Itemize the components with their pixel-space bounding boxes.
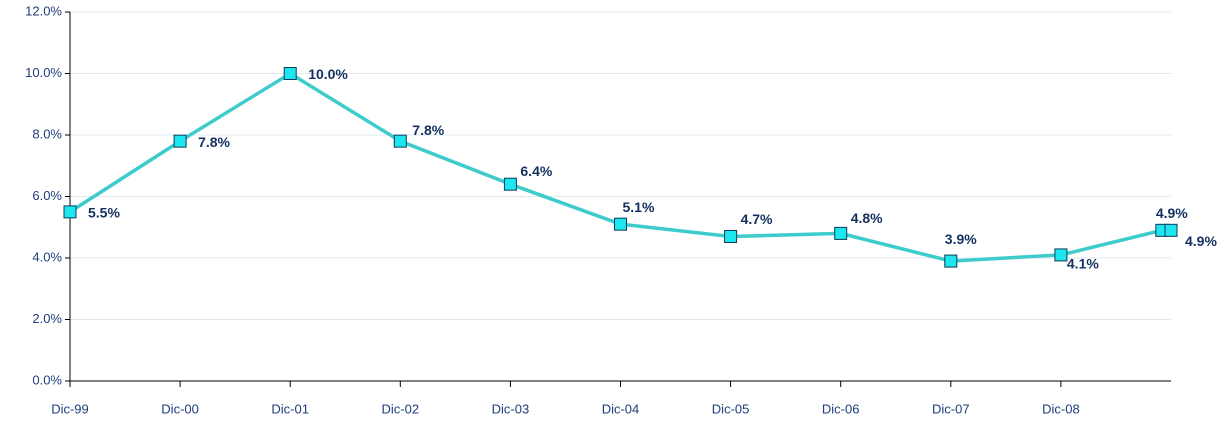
marker xyxy=(834,226,848,240)
x-tick-label: Dic-04 xyxy=(602,401,640,416)
value-label: 4.9% xyxy=(1185,233,1217,249)
value-label: 4.9% xyxy=(1156,205,1188,221)
y-tick-label: 12.0% xyxy=(25,3,62,18)
x-tick-label: Dic-05 xyxy=(712,401,750,416)
marker xyxy=(173,134,187,148)
y-tick-label: 8.0% xyxy=(32,126,62,141)
value-label: 7.8% xyxy=(198,134,230,150)
marker xyxy=(1054,248,1068,262)
marker xyxy=(614,217,627,231)
marker xyxy=(944,254,958,268)
x-tick-label: Dic-01 xyxy=(271,401,309,416)
marker xyxy=(393,134,407,148)
marker xyxy=(1164,223,1178,237)
x-tick-label: Dic-06 xyxy=(822,401,860,416)
value-label: 4.1% xyxy=(1067,256,1099,272)
value-label: 6.4% xyxy=(520,163,552,179)
x-tick-label: Dic-08 xyxy=(1042,401,1080,416)
x-tick-label: Dic-99 xyxy=(51,401,89,416)
x-tick-label: Dic-07 xyxy=(932,401,970,416)
x-tick-label: Dic-03 xyxy=(492,401,530,416)
value-label: 4.8% xyxy=(851,210,883,226)
y-tick-label: 10.0% xyxy=(25,65,62,80)
marker xyxy=(503,177,517,191)
y-tick-label: 0.0% xyxy=(32,372,62,387)
y-tick-label: 4.0% xyxy=(32,249,62,264)
marker xyxy=(63,205,77,219)
marker xyxy=(724,229,738,243)
value-label: 5.5% xyxy=(88,205,120,221)
value-label: 3.9% xyxy=(945,231,977,247)
x-tick-label: Dic-00 xyxy=(161,401,199,416)
value-label: 4.7% xyxy=(741,211,773,227)
value-label: 7.8% xyxy=(412,122,444,138)
y-tick-label: 6.0% xyxy=(32,188,62,203)
line xyxy=(69,71,1171,263)
value-label: 5.1% xyxy=(623,199,655,215)
marker xyxy=(283,67,297,80)
y-tick-label: 2.0% xyxy=(32,311,62,326)
value-label: 10.0% xyxy=(308,66,348,82)
x-tick-label: Dic-02 xyxy=(382,401,420,416)
